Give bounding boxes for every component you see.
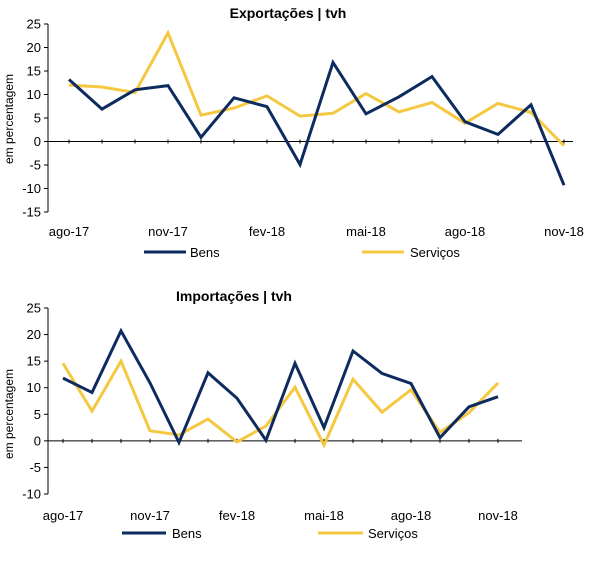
- exports-chart: Exportações | tvh em percentagem -15-10-…: [2, 5, 584, 260]
- y-tick-label: 15: [27, 354, 41, 369]
- imports-chart: Importações | tvh em percentagem -10 -5 0 5…: [2, 288, 522, 541]
- y-tick-label: -5: [29, 460, 41, 475]
- y-tick-label: -10: [22, 487, 41, 502]
- x-tick-label: ago-18: [391, 508, 431, 523]
- axes: -10 -5 0 5 10 15 20 25 ago-17 nov-17 fev-18 mai-18 a…: [22, 301, 522, 523]
- y-axis-label: em percentagem: [2, 369, 16, 459]
- legend: Bens Serviços: [122, 526, 418, 541]
- legend-label: Serviços: [368, 526, 418, 541]
- y-tick-label: 25: [27, 301, 41, 316]
- x-tick-label: fev-18: [219, 508, 255, 523]
- y-tick-label: 15: [27, 64, 41, 79]
- y-tick-label: 10: [27, 380, 41, 395]
- series-line-bens: [67, 59, 566, 186]
- series-lines: [67, 29, 566, 186]
- chart-title: Exportações | tvh: [230, 5, 347, 21]
- x-tick-label: ago-18: [445, 224, 485, 239]
- chart-title: Importações | tvh: [176, 288, 292, 304]
- x-tick-label: nov-17: [148, 224, 188, 239]
- x-tick-label: nov-18: [544, 224, 584, 239]
- y-tick-label: 5: [34, 111, 41, 126]
- x-tick-label: ago-17: [43, 508, 83, 523]
- y-tick-label: -15: [22, 205, 41, 220]
- y-tick-label: -10: [22, 181, 41, 196]
- series-line-bens: [62, 327, 499, 447]
- y-tick-label: 5: [34, 407, 41, 422]
- x-tick-label: fev-18: [249, 224, 285, 239]
- y-tick-label: 10: [27, 87, 41, 102]
- legend-label: Bens: [172, 526, 202, 541]
- legend-label: Serviços: [410, 245, 460, 260]
- legend-label: Bens: [190, 245, 220, 260]
- y-axis-label: em percentagem: [2, 74, 16, 164]
- series-lines: [61, 327, 500, 449]
- y-tick-label: 0: [34, 134, 41, 149]
- y-tick-label: 25: [27, 17, 41, 32]
- legend: Bens Serviços: [144, 245, 460, 260]
- x-tick-label: ago-17: [49, 224, 89, 239]
- x-tick-label: nov-18: [478, 508, 518, 523]
- x-tick-label: mai-18: [304, 508, 344, 523]
- axes: -15 -10 -5 0 5 10 15 20 25 ago-17 nov-17 fev-18 mai-…: [22, 17, 584, 240]
- y-tick-label: -5: [29, 158, 41, 173]
- y-tick-label: 20: [27, 327, 41, 342]
- y-tick-label: 0: [34, 433, 41, 448]
- y-tick-label: 20: [27, 40, 41, 55]
- x-tick-label: nov-17: [130, 508, 170, 523]
- x-tick-label: mai-18: [346, 224, 386, 239]
